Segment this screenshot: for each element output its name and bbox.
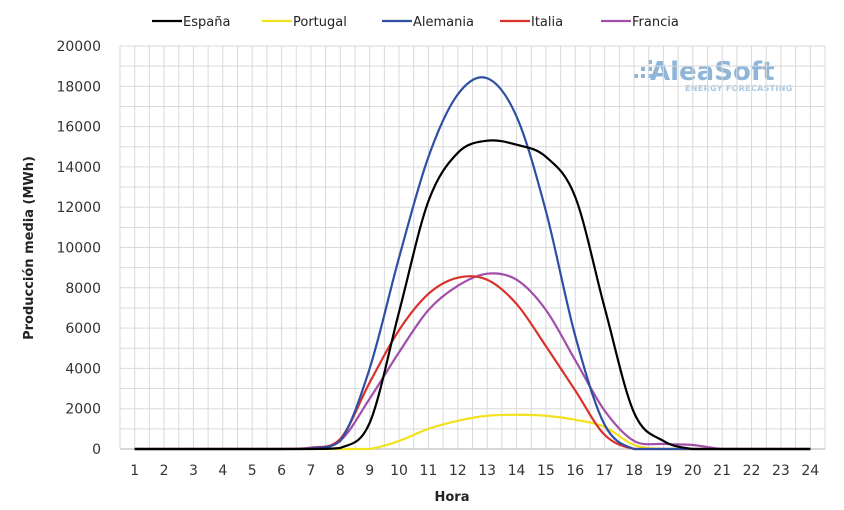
x-tick-label: 20 [684, 463, 702, 479]
y-tick-label: 14000 [56, 160, 101, 176]
legend: España Portugal Alemania Italia Francia [152, 15, 679, 30]
x-tick-label: 6 [277, 463, 286, 479]
x-tick-label: 23 [772, 463, 790, 479]
x-axis-ticks: 1 2 3 4 5 6 7 8 9 10 11 12 13 14 15 16 17 18 19 20 21 22 23 24 [130, 463, 819, 479]
logo-name: AleaSoft [650, 57, 775, 87]
x-tick-label: 24 [801, 463, 819, 479]
x-tick-label: 8 [336, 463, 345, 479]
x-tick-label: 15 [537, 463, 555, 479]
logo-dot [634, 74, 638, 78]
x-tick-label: 3 [189, 463, 198, 479]
y-tick-label: 6000 [65, 321, 101, 337]
x-tick-label: 1 [130, 463, 139, 479]
logo-tagline: ENERGY FORECASTING [685, 84, 793, 93]
y-tick-label: 8000 [65, 281, 101, 297]
series-line-espaa [134, 139, 811, 451]
y-tick-label: 12000 [56, 200, 101, 216]
x-tick-label: 17 [596, 463, 614, 479]
x-tick-label: 9 [365, 463, 374, 479]
y-axis-ticks: 0 2000 4000 6000 8000 10000 12000 14000 16000 180… [56, 39, 101, 458]
x-tick-label: 14 [508, 463, 526, 479]
x-tick-label: 11 [420, 463, 438, 479]
legend-label: Alemania [413, 15, 474, 30]
logo-dot [641, 67, 645, 71]
x-tick-label: 2 [160, 463, 169, 479]
logo-dot [648, 67, 652, 71]
legend-label: Portugal [293, 15, 347, 30]
x-tick-label: 21 [713, 463, 731, 479]
grid [119, 45, 826, 450]
logo-dot [641, 74, 645, 78]
legend-label: Francia [632, 15, 679, 30]
logo-dots-icon [634, 60, 652, 78]
legend-label: España [183, 15, 230, 30]
y-tick-label: 20000 [56, 39, 101, 55]
x-tick-label: 16 [566, 463, 584, 479]
x-tick-label: 18 [625, 463, 643, 479]
legend-label: Italia [531, 15, 563, 30]
x-tick-label: 5 [248, 463, 257, 479]
y-tick-label: 10000 [56, 241, 101, 257]
x-tick-label: 22 [743, 463, 761, 479]
y-tick-label: 4000 [65, 361, 101, 377]
series-lines [134, 76, 811, 451]
y-tick-label: 2000 [65, 402, 101, 418]
x-axis-title: Hora [435, 490, 470, 505]
x-tick-label: 13 [478, 463, 496, 479]
logo-dot [648, 74, 652, 78]
aleasoft-logo: AleaSoft ENERGY FORECASTING [634, 57, 793, 93]
x-tick-label: 19 [655, 463, 673, 479]
y-tick-label: 18000 [56, 79, 101, 95]
y-tick-label: 16000 [56, 120, 101, 136]
x-tick-label: 10 [390, 463, 408, 479]
logo-dot [648, 60, 652, 64]
x-tick-label: 12 [449, 463, 467, 479]
y-axis-title: Producción media (MWh) [22, 156, 37, 340]
x-tick-label: 4 [218, 463, 227, 479]
x-tick-label: 7 [306, 463, 315, 479]
y-tick-label: 0 [92, 442, 101, 458]
